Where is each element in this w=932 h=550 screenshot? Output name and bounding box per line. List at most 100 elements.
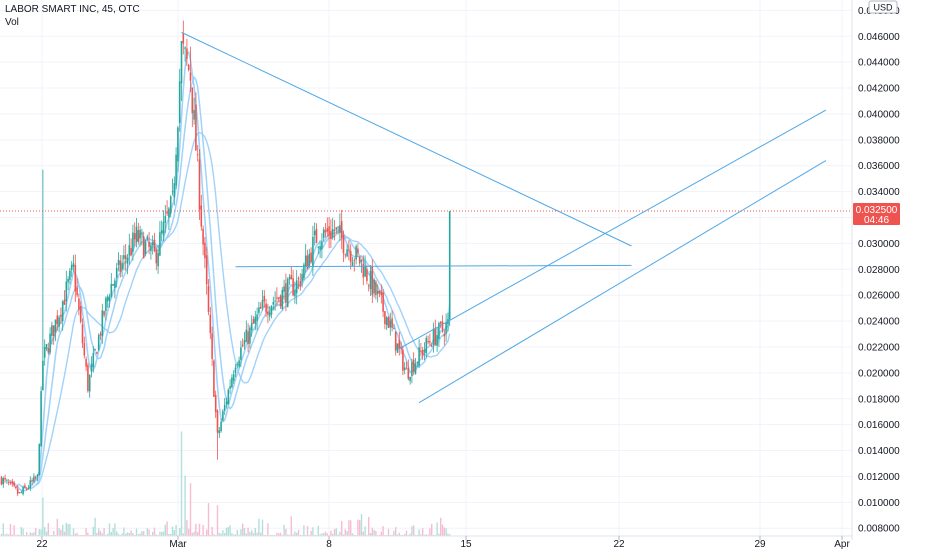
volume-bar — [121, 533, 123, 536]
candle-body — [105, 297, 107, 311]
volume-bar — [283, 524, 285, 536]
candle-body — [371, 266, 374, 296]
volume-bar — [296, 532, 298, 536]
trendline[interactable] — [418, 160, 827, 404]
candle-body — [349, 251, 352, 262]
candle-body — [304, 255, 307, 267]
volume-bar — [333, 529, 336, 536]
volume-bar — [261, 519, 264, 536]
volume-bar — [252, 533, 255, 536]
volume-bar — [26, 531, 28, 536]
volume-bar — [11, 534, 13, 536]
candle-body — [33, 476, 35, 482]
candle-body — [166, 211, 168, 214]
trendline[interactable] — [235, 264, 632, 268]
volume-bar — [380, 531, 382, 536]
candle-body — [384, 311, 386, 325]
x-tick-label: 22 — [613, 539, 625, 550]
volume-bar — [164, 524, 166, 536]
volume-bar — [179, 527, 181, 536]
volume-bar — [67, 524, 69, 536]
candle-body — [119, 260, 122, 272]
candle-body — [76, 287, 78, 296]
volume-bar — [76, 532, 78, 536]
y-tick-label: 0.010000 — [858, 498, 900, 509]
candle-body — [34, 477, 37, 479]
volume-bar — [191, 532, 193, 536]
x-tick-label: Apr — [834, 539, 850, 550]
candle-body — [193, 110, 195, 120]
candle-body — [250, 322, 253, 331]
trendlines[interactable] — [181, 31, 827, 404]
volume-bar — [371, 527, 373, 536]
trendline[interactable] — [397, 109, 827, 351]
volume-bar — [186, 520, 188, 536]
candle-body — [97, 335, 100, 351]
volume-bar — [20, 527, 22, 536]
volume-bar — [90, 534, 93, 536]
volume-bar — [335, 528, 337, 536]
candle-body — [83, 343, 86, 356]
candle-body — [335, 227, 338, 230]
trendline[interactable] — [181, 31, 632, 247]
volume-bar — [438, 533, 440, 536]
y-tick-label: 0.012000 — [858, 472, 900, 483]
candle-body — [81, 324, 84, 344]
chart-legend-title[interactable]: LABOR SMART INC, 45, OTC — [5, 4, 140, 15]
candle-body — [346, 249, 348, 257]
volume-bar — [159, 531, 161, 536]
candle-body — [189, 72, 192, 81]
y-tick-label: 0.030000 — [858, 239, 900, 250]
volume-bar — [101, 533, 103, 536]
volume-bar — [360, 514, 363, 536]
x-tick-label: 29 — [754, 539, 766, 550]
volume-bar — [359, 520, 361, 536]
candle-body — [445, 322, 447, 334]
candle-body — [223, 404, 226, 411]
currency-badge[interactable]: USD — [868, 0, 898, 14]
candle-body — [151, 242, 154, 246]
volume-legend-label[interactable]: Vol — [5, 17, 19, 28]
volume-bar — [44, 527, 46, 536]
price-axis[interactable]: 0.0480000.0460000.0440000.0420000.040000… — [858, 6, 900, 535]
candle-body — [378, 290, 381, 294]
candle-body — [74, 265, 77, 292]
time-axis[interactable]: 22 Mar 8 15 22 29 Apr — [36, 536, 850, 550]
candle-body — [132, 232, 134, 252]
candle-body — [117, 259, 120, 265]
candle-body — [214, 394, 217, 413]
candle-body — [72, 263, 75, 267]
candle-body — [441, 321, 444, 331]
volume-bar — [404, 533, 406, 536]
candle-body — [294, 289, 296, 297]
volume-bar — [132, 532, 134, 536]
candle-body — [191, 87, 194, 114]
candle-body — [99, 333, 102, 336]
volume-bar — [152, 531, 154, 536]
candle-body — [330, 231, 332, 240]
candle-body — [418, 347, 420, 366]
candle-body — [200, 205, 203, 227]
candle-body — [430, 345, 433, 347]
volume-bar — [130, 530, 132, 536]
volume-bar — [369, 533, 372, 536]
candle-body — [279, 295, 282, 307]
volume-bar — [38, 529, 40, 536]
candle-body — [213, 360, 215, 397]
volume-bar — [231, 533, 233, 536]
volume-bar — [65, 522, 67, 536]
volume-bar — [319, 534, 321, 536]
candle-body — [47, 348, 50, 353]
volume-bar — [53, 530, 55, 536]
y-tick-label: 0.038000 — [858, 135, 900, 146]
candle-body — [159, 232, 161, 256]
candle-body — [339, 225, 341, 233]
candle-body — [358, 256, 361, 264]
candle-body — [385, 317, 388, 326]
candle-body — [52, 325, 55, 337]
candle-body — [317, 246, 320, 248]
candle-body — [187, 64, 190, 71]
candle-body — [355, 246, 357, 260]
volume-bar — [137, 534, 139, 536]
